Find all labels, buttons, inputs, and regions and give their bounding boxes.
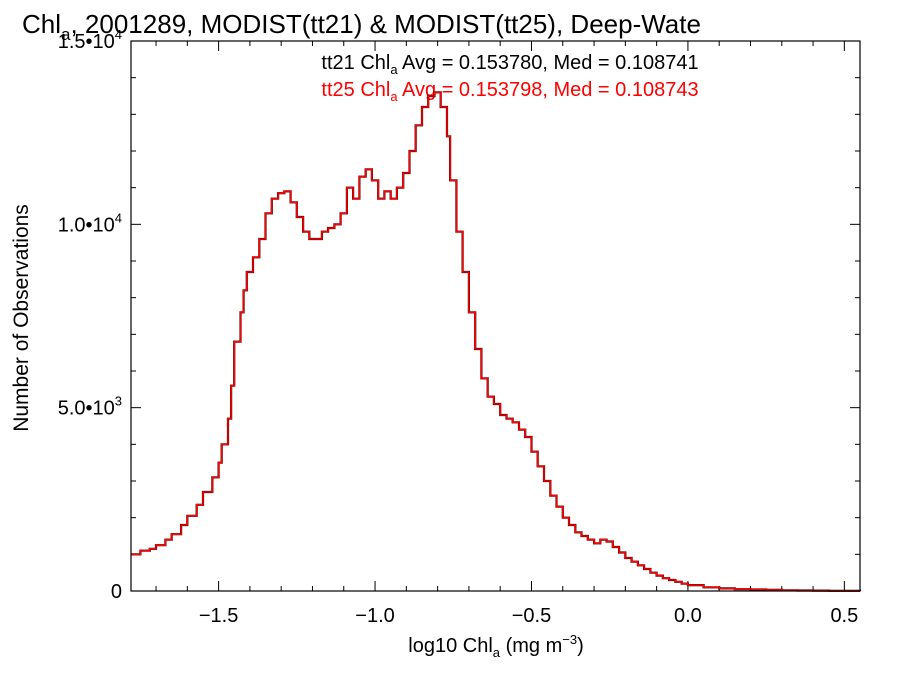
series-tt25-step-line	[131, 91, 861, 592]
x-axis-label: log10 Chla (mg m−3)	[408, 632, 583, 660]
y-tick-label: 0	[111, 581, 122, 603]
y-tick-label: 1.5•104	[58, 27, 122, 53]
x-tick-label: 0.0	[674, 605, 702, 627]
y-tick-label: 5.0•103	[58, 394, 122, 420]
y-axis-label: Number of Observations	[10, 204, 33, 432]
annotation-line: tt25 Chla Avg = 0.153798, Med = 0.108743	[321, 79, 698, 104]
x-tick-label: −1.0	[355, 605, 394, 627]
plot-frame	[130, 40, 861, 592]
x-tick-labels: −1.5 −1.0 −0.5 0.0 0.5	[199, 605, 858, 627]
x-tick-label: 0.5	[830, 605, 858, 627]
annotation-line: tt21 Chla Avg = 0.153780, Med = 0.108741	[321, 52, 698, 77]
x-tick-label: −0.5	[512, 605, 551, 627]
x-tick-label: −1.5	[199, 605, 238, 627]
statistics-annotations: tt21 Chla Avg = 0.153780, Med = 0.108741…	[321, 52, 698, 104]
y-tick-labels: 0 5.0•103 1.0•104 1.5•104	[58, 27, 122, 603]
y-tick-label: 1.0•104	[58, 210, 122, 236]
chart-title: Chla, 2001289, MODIST(tt21) & MODIST(tt2…	[22, 9, 701, 44]
